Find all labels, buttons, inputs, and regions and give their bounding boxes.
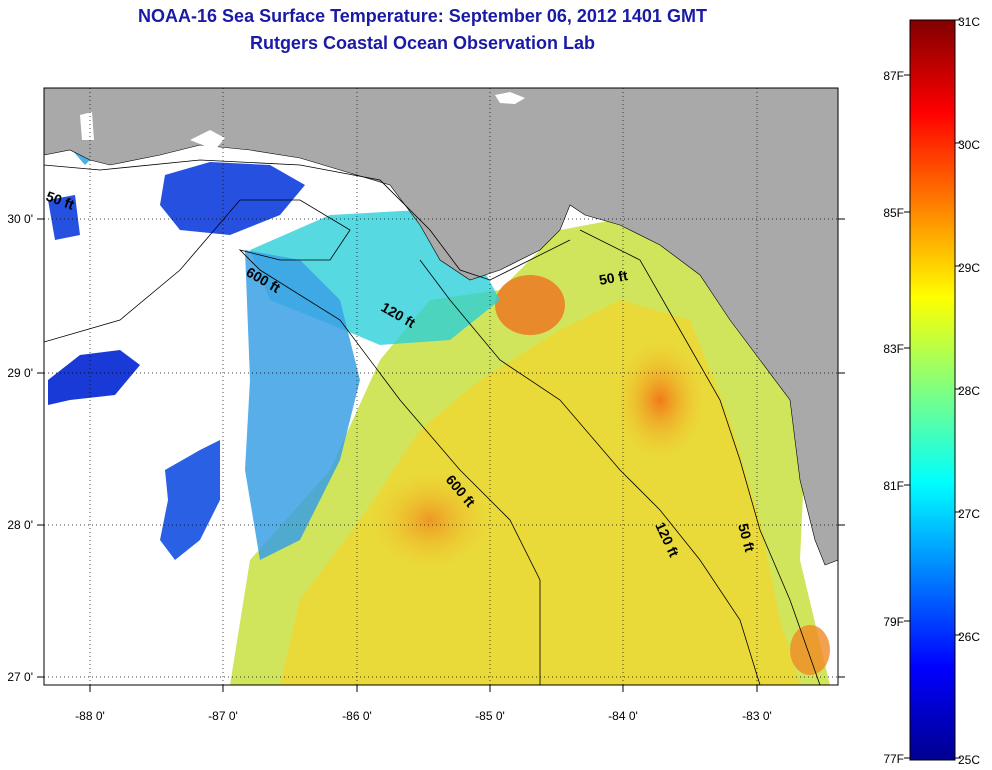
colorbar-fahrenheit-label: 85F: [883, 206, 904, 220]
lat-label: 28 0': [7, 518, 33, 532]
lat-label: 29 0': [7, 366, 33, 380]
colorbar-fahrenheit-label: 77F: [883, 752, 904, 766]
lon-label: -87 0': [208, 709, 238, 723]
contour-line-600ft: [44, 199, 541, 685]
colorbar-fahrenheit-label: 79F: [883, 615, 904, 629]
bay-shape: [190, 130, 225, 150]
lon-label: -85 0': [475, 709, 505, 723]
colorbar-celsius-label: 29C: [958, 261, 980, 275]
contour-line-120ft: [419, 259, 761, 685]
contour-line-50ft-e: [579, 229, 821, 685]
contour-line-50ft-nw: [44, 159, 571, 281]
colorbar: [909, 19, 956, 761]
lat-label: 30 0': [7, 212, 33, 226]
bathymetry-contours: [44, 159, 821, 685]
colorbar-celsius-label: 31C: [958, 15, 980, 29]
lat-label: 27 0': [7, 670, 33, 684]
contour-label: 50 ft: [735, 522, 758, 554]
colorbar-celsius-label: 28C: [958, 384, 980, 398]
map-title: NOAA-16 Sea Surface Temperature: Septemb…: [138, 6, 707, 26]
map-frame: [43, 87, 839, 686]
mobile-bay-shape: [80, 112, 94, 140]
lon-label: -88 0': [75, 709, 105, 723]
colorbar-ticks: [904, 19, 961, 759]
colorbar-celsius-label: 25C: [958, 753, 980, 767]
colorbar-fahrenheit-label: 83F: [883, 342, 904, 356]
lon-label: -83 0': [742, 709, 772, 723]
colorbar-celsius-label: 27C: [958, 507, 980, 521]
colorbar-fahrenheit-label: 87F: [883, 69, 904, 83]
colorbar-celsius-label: 30C: [958, 138, 980, 152]
map-subtitle: Rutgers Coastal Ocean Observation Lab: [249, 33, 596, 53]
contour-label: 50 ft: [598, 267, 629, 288]
lon-label: -86 0': [342, 709, 372, 723]
lake-shape: [495, 92, 525, 104]
land-mass: [43, 87, 839, 566]
lon-label: -84 0': [608, 709, 638, 723]
colorbar-fahrenheit-label: 81F: [883, 479, 904, 493]
colorbar-celsius-label: 26C: [958, 630, 980, 644]
axis-ticks: [37, 218, 845, 692]
graticule: [44, 88, 838, 685]
